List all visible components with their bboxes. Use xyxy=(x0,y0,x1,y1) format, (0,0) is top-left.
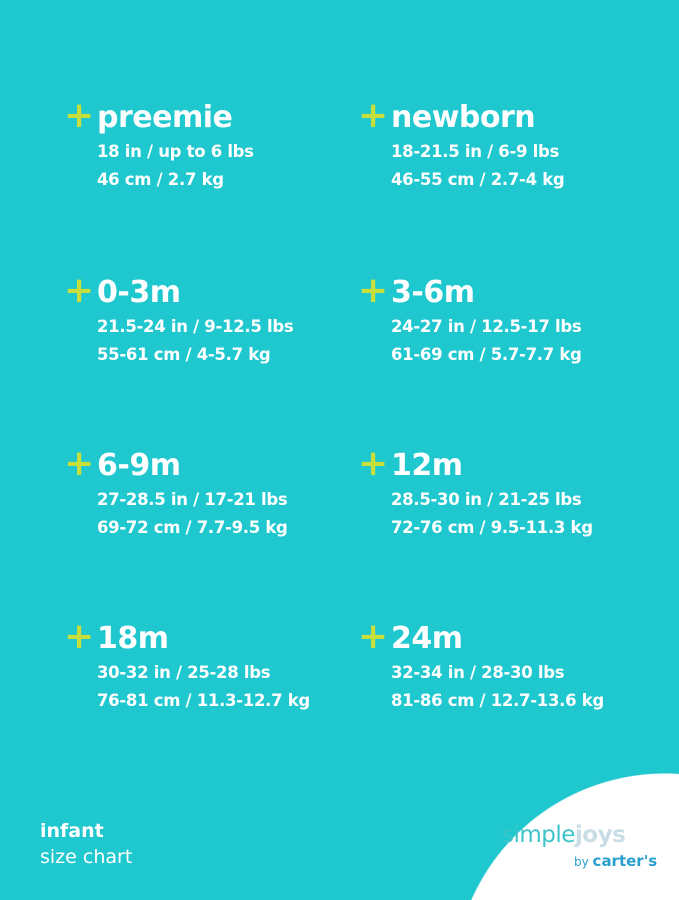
size-title: preemie xyxy=(97,100,233,135)
plus-icon: + xyxy=(358,95,389,136)
logo-joys: joys xyxy=(574,822,626,848)
size-imperial: 18 in / up to 6 lbs xyxy=(97,142,254,161)
size-metric: 61-69 cm / 5.7-7.7 kg xyxy=(391,345,582,364)
size-imperial: 27-28.5 in / 17-21 lbs xyxy=(97,490,288,509)
plus-icon: + xyxy=(358,443,389,484)
size-title: 12m xyxy=(391,448,463,483)
size-title: 18m xyxy=(97,621,169,656)
logo-background xyxy=(453,773,679,900)
size-entry: +24m 32-34 in / 28-30 lbs 81-86 cm / 12.7-… xyxy=(358,617,604,715)
plus-icon: + xyxy=(64,270,95,311)
size-entry: + preemie 18 in / up to 6 lbs 46 cm / 2.7 k… xyxy=(64,96,254,194)
size-imperial: 21.5-24 in / 9-12.5 lbs xyxy=(97,317,294,336)
plus-icon: + xyxy=(64,616,95,657)
size-metric: 55-61 cm / 4-5.7 kg xyxy=(97,345,271,364)
chart-caption: infant size chart xyxy=(40,818,132,870)
size-entry: +18m 30-32 in / 25-28 lbs 76-81 cm / 11.3-… xyxy=(64,617,310,715)
size-title: 6-9m xyxy=(97,448,181,483)
size-imperial: 18-21.5 in / 6-9 lbs xyxy=(391,142,560,161)
size-metric: 46 cm / 2.7 kg xyxy=(97,170,224,189)
size-metric: 69-72 cm / 7.7-9.5 kg xyxy=(97,518,288,537)
size-title: 24m xyxy=(391,621,463,656)
logo-by: by xyxy=(574,855,589,869)
size-imperial: 24-27 in / 12.5-17 lbs xyxy=(391,317,582,336)
size-title: 0-3m xyxy=(97,275,181,310)
size-entry: + newborn 18-21.5 in / 6-9 lbs 46-55 cm / 2… xyxy=(358,96,565,194)
plus-icon: + xyxy=(358,270,389,311)
size-metric: 81-86 cm / 12.7-13.6 kg xyxy=(391,691,604,710)
size-entry: +0-3m 21.5-24 in / 9-12.5 lbs 55-61 cm / 4… xyxy=(64,271,294,369)
size-entry: +12m 28.5-30 in / 21-25 lbs 72-76 cm / 9.5… xyxy=(358,444,593,542)
plus-icon: + xyxy=(64,95,95,136)
size-metric: 76-81 cm / 11.3-12.7 kg xyxy=(97,691,310,710)
size-title: 3-6m xyxy=(391,275,475,310)
size-metric: 46-55 cm / 2.7-4 kg xyxy=(391,170,565,189)
caption-infant: infant xyxy=(40,820,104,842)
plus-icon: + xyxy=(358,616,389,657)
size-imperial: 30-32 in / 25-28 lbs xyxy=(97,663,271,682)
size-imperial: 28.5-30 in / 21-25 lbs xyxy=(391,490,582,509)
logo-carters: carter's xyxy=(592,852,658,870)
simple-joys-logo: simplejoys by carter's xyxy=(502,822,672,882)
size-title: newborn xyxy=(391,100,536,135)
logo-simple: simple xyxy=(502,822,575,848)
size-entry: +3-6m 24-27 in / 12.5-17 lbs 61-69 cm / 5.… xyxy=(358,271,582,369)
plus-icon: + xyxy=(64,443,95,484)
size-entry: +6-9m 27-28.5 in / 17-21 lbs 69-72 cm / 7.… xyxy=(64,444,288,542)
size-metric: 72-76 cm / 9.5-11.3 kg xyxy=(391,518,593,537)
caption-size-chart: size chart xyxy=(40,846,133,868)
size-imperial: 32-34 in / 28-30 lbs xyxy=(391,663,565,682)
